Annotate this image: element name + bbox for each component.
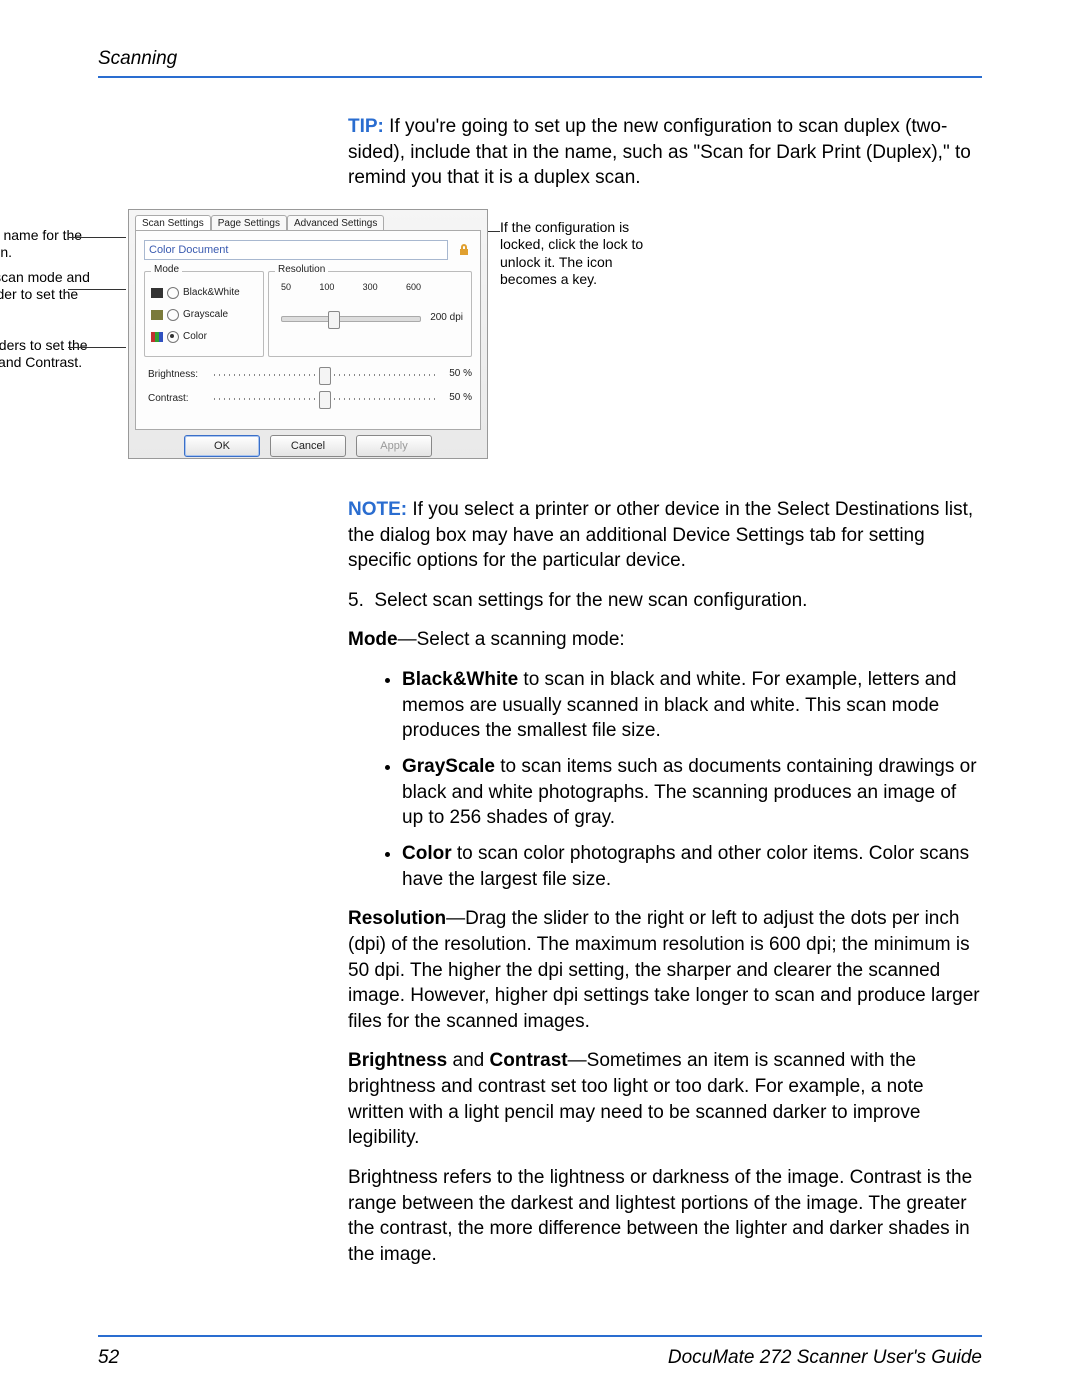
config-name-row [144,239,472,261]
mode-color-row[interactable]: Color [151,326,257,348]
bc-contrast-bold: Contrast [490,1050,568,1071]
figure-area: Type a new name for the configuration. S… [0,209,982,469]
tick-50: 50 [281,282,291,292]
mode-bw-row[interactable]: Black&White [151,282,257,304]
callout-line [68,347,126,348]
col-bold: Color [402,843,452,864]
bc-bright-bold: Brightness [348,1050,447,1071]
page-number: 52 [98,1347,119,1369]
callout-line [68,237,126,238]
res-bold: Resolution [348,908,446,929]
tick-100: 100 [319,282,334,292]
body-column-lower: NOTE: If you select a printer or other d… [348,497,982,1268]
note-label: NOTE: [348,499,407,520]
cancel-button[interactable]: Cancel [270,435,346,457]
resolution-thumb[interactable] [328,311,340,329]
mode-gray-row[interactable]: Grayscale [151,304,257,326]
note-text: If you select a printer or other device … [348,499,973,571]
mode-intro-bold: Mode [348,629,398,650]
contrast-slider[interactable]: 50 % [214,391,472,407]
apply-button[interactable]: Apply [356,435,432,457]
dialog-panel: Mode Black&White Grayscale Colo [135,230,481,430]
mode-gray-label: Grayscale [183,309,228,320]
gray-mode-icon [151,310,163,320]
scan-settings-dialog: Scan Settings Page Settings Advanced Set… [128,209,488,459]
mode-bullets: Black&White to scan in black and white. … [348,667,982,892]
tip-label: TIP: [348,116,384,137]
step5-num: 5. [348,590,364,611]
mode-intro-rest: —Select a scanning mode: [398,629,625,650]
mode-intro: Mode—Select a scanning mode: [348,627,982,653]
bullet-color: Color to scan color photographs and othe… [402,841,982,892]
bw-mode-icon [151,288,163,298]
footer-guide: DocuMate 272 Scanner User's Guide [668,1347,982,1369]
step5-line: 5. Select scan settings for the new scan… [348,588,982,614]
config-name-input[interactable] [144,240,448,260]
note-paragraph: NOTE: If you select a printer or other d… [348,497,982,574]
bullet-bw: Black&White to scan in black and white. … [402,667,982,744]
header-rule [98,76,982,78]
resolution-ticks: 50 100 300 600 [281,282,421,292]
ok-button[interactable]: OK [184,435,260,457]
bw-bold: Black&White [402,669,518,690]
contrast-thumb[interactable] [319,391,331,409]
col-rest: to scan color photographs and other colo… [402,843,969,890]
resolution-para: Resolution—Drag the slider to the right … [348,906,982,1034]
callout-line [68,289,126,290]
tick-300: 300 [363,282,378,292]
resolution-legend: Resolution [275,264,328,275]
callout-lock: If the configuration is locked, click th… [500,219,670,289]
tick-600: 600 [406,282,421,292]
footer-rule [98,1335,982,1337]
tab-strip: Scan Settings Page Settings Advanced Set… [129,210,487,230]
callout-config-name: Type a new name for the configuration. [0,227,108,262]
gs-bold: GrayScale [402,756,495,777]
tip-paragraph: TIP: If you're going to set up the new c… [348,114,982,191]
lock-icon[interactable] [456,242,472,258]
color-mode-icon [151,332,163,342]
footer: 52 DocuMate 272 Scanner User's Guide [98,1347,982,1369]
bc-para2: Brightness refers to the lightness or da… [348,1165,982,1268]
resolution-slider[interactable] [281,316,421,322]
contrast-value: 50 % [449,392,472,403]
resolution-value: 200 dpi [430,312,463,323]
radio-color[interactable] [167,331,179,343]
radio-bw[interactable] [167,287,179,299]
brightness-thumb[interactable] [319,367,331,385]
bullet-gray: GrayScale to scan items such as document… [402,754,982,831]
mode-bw-label: Black&White [183,287,240,298]
callout-sliders: Drag the sliders to set the Brightness a… [0,337,108,372]
tab-page-settings[interactable]: Page Settings [211,215,287,231]
tab-scan-settings[interactable]: Scan Settings [135,215,211,231]
bc-and: and [447,1050,489,1071]
mode-legend: Mode [151,264,182,275]
radio-gray[interactable] [167,309,179,321]
step5-text: Select scan settings for the new scan co… [374,590,807,611]
brightness-value: 50 % [449,368,472,379]
brightness-label: Brightness: [148,369,214,380]
brightness-slider[interactable]: 50 % [214,367,472,383]
brightness-row: Brightness: 50 % [148,365,472,385]
bc-para1: Brightness and Contrast—Sometimes an ite… [348,1048,982,1151]
mode-color-label: Color [183,331,207,342]
body-column: TIP: If you're going to set up the new c… [348,114,982,191]
contrast-row: Contrast: 50 % [148,389,472,409]
resolution-group: Resolution 50 100 300 600 200 dpi [268,271,472,357]
running-header: Scanning [98,48,982,70]
mode-group: Mode Black&White Grayscale Colo [144,271,264,357]
tab-advanced-settings[interactable]: Advanced Settings [287,215,384,231]
page: Scanning TIP: If you're going to set up … [0,0,1080,1397]
contrast-label: Contrast: [148,393,214,404]
callout-mode: Select the scan mode and drag the slider… [0,269,108,322]
tip-text: If you're going to set up the new config… [348,116,971,188]
dialog-button-row: OK Cancel Apply [136,435,480,457]
